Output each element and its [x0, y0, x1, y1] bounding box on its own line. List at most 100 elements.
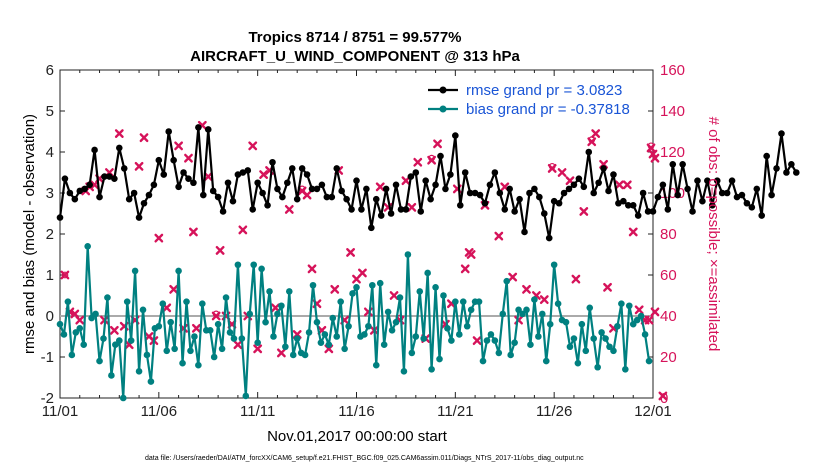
obs-assimilated-marker — [144, 332, 154, 341]
right-axis-ticks: 020406080100120140160 — [648, 62, 685, 407]
rmse-point — [264, 202, 271, 209]
rmse-point — [580, 183, 588, 191]
rmse-point — [101, 173, 108, 180]
bias-point — [392, 318, 400, 326]
obs-assimilated-marker — [650, 307, 660, 317]
obs-assimilated-marker — [70, 309, 80, 319]
bias-point — [116, 337, 123, 344]
rmse-point — [788, 161, 795, 168]
plot-area — [59, 69, 654, 399]
bias-series — [56, 243, 653, 402]
legend-box — [428, 77, 643, 119]
rmse-point — [66, 189, 74, 197]
rmse-point — [111, 175, 118, 182]
legend: rmse grand pr = 3.0823 bias grand pr = -… — [428, 77, 643, 119]
bias-point — [495, 349, 503, 357]
rmse-point — [224, 179, 232, 187]
bias-point — [487, 331, 495, 338]
bias-point — [554, 300, 562, 308]
obs-assimilated-marker — [253, 344, 263, 354]
bias-point — [112, 341, 119, 349]
rmse-point — [684, 185, 691, 193]
bias-point — [135, 368, 143, 375]
bias-point — [60, 331, 68, 338]
bias-point — [214, 320, 222, 328]
bias-point — [266, 288, 273, 295]
left-tick-label: 6 — [46, 62, 54, 79]
obs-assimilated-marker — [307, 264, 317, 274]
rmse-point — [783, 169, 790, 176]
bias-point — [523, 306, 530, 314]
bias-point — [562, 318, 570, 326]
bias-point — [586, 304, 594, 312]
obs-assimilated-marker — [413, 157, 423, 167]
bias-point — [424, 269, 431, 277]
rmse-point — [432, 181, 439, 189]
bias-point — [361, 331, 368, 338]
rmse-point — [758, 212, 766, 219]
bias-point — [452, 298, 459, 305]
bias-point — [637, 312, 645, 320]
x-tick-label: 11/11 — [240, 403, 275, 420]
rmse-point — [56, 214, 64, 221]
rmse-point — [269, 158, 276, 166]
bias-point — [278, 302, 285, 310]
rmse-point — [195, 124, 202, 131]
rmse-point — [358, 206, 365, 213]
rmse-point — [61, 175, 69, 182]
bias-point — [542, 357, 550, 365]
rmse-point — [506, 185, 513, 193]
rmse-point — [234, 171, 242, 178]
right-tick-label: 40 — [660, 308, 677, 325]
left-tick-label: 3 — [46, 185, 54, 202]
bias-point — [163, 347, 171, 355]
bias-point — [270, 333, 277, 340]
bias-point — [432, 284, 439, 291]
bias-point — [491, 337, 499, 344]
rmse-point — [313, 185, 321, 193]
rmse-point — [694, 177, 701, 184]
obs-assimilated-marker — [215, 245, 225, 255]
rmse-point — [209, 187, 217, 195]
left-tick-label: 1 — [46, 267, 54, 284]
bias-point — [155, 322, 163, 330]
obs-assimilated-marker — [109, 325, 119, 335]
obs-assimilated-marker — [508, 272, 518, 282]
rmse-series — [56, 124, 800, 242]
bias-point — [92, 310, 99, 318]
bias-point — [119, 394, 127, 402]
legend-bias-label: bias grand pr = -0.37818 — [466, 101, 630, 118]
obs-assimilated-marker — [500, 182, 510, 192]
rmse-point — [249, 206, 257, 213]
rmse-point — [778, 130, 785, 137]
obs-assimilated-marker — [472, 336, 482, 345]
bias-point — [349, 290, 356, 297]
bias-point — [467, 306, 475, 314]
bias-point — [566, 343, 574, 351]
rmse-point — [214, 193, 222, 201]
rmse-point — [259, 189, 266, 197]
bias-point — [234, 261, 242, 269]
bias-point — [123, 298, 131, 305]
obs-assimilated-marker — [233, 340, 243, 350]
rmse-point — [605, 187, 612, 195]
rmse-point — [629, 202, 637, 209]
bias-point — [574, 359, 582, 367]
right-tick-label: 160 — [660, 62, 685, 79]
obs-assimilated-marker — [427, 155, 437, 165]
bias-point — [459, 298, 467, 305]
bias-point — [325, 341, 333, 349]
bias-point — [376, 279, 384, 287]
bias-point — [404, 251, 412, 258]
rmse-point — [76, 187, 84, 195]
bias-point — [598, 329, 605, 336]
bias-point — [633, 316, 641, 324]
rmse-point — [550, 197, 558, 205]
obs-assimilated-marker — [539, 295, 549, 304]
x-tick-label: 11/06 — [141, 403, 177, 420]
obs-assimilated-marker — [358, 268, 367, 278]
bias-point — [100, 335, 107, 342]
rmse-point — [516, 195, 523, 203]
rmse-point — [96, 193, 103, 201]
